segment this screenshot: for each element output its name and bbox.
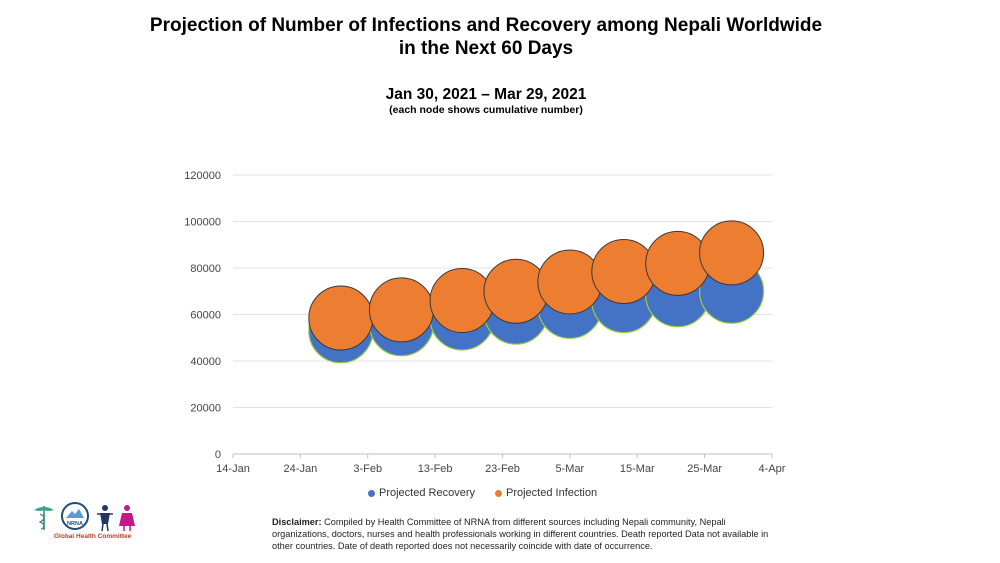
y-axis: 0 20000 40000 60000 80000 100000 120000 (184, 170, 221, 461)
x-tick-label: 25-Mar (687, 463, 722, 475)
disclaimer-label: Disclaimer: (272, 517, 322, 527)
x-tick-label: 4-Apr (759, 463, 786, 475)
x-tick-label: 5-Mar (556, 463, 585, 475)
x-axis: 14-Jan 24-Jan 3-Feb 13-Feb 23-Feb 5-Mar 15-Mar… (216, 454, 786, 475)
y-tick-label: 40000 (190, 356, 221, 368)
legend: Projected Recovery Projected Infection (368, 487, 597, 499)
chart-title-line1: Projection of Number of Infections and R… (149, 15, 823, 36)
date-range: Jan 30, 2021 – Mar 29, 2021 (385, 86, 587, 103)
nrna-logo: NRNA (61, 502, 89, 530)
bubbles (308, 220, 765, 364)
x-tick-label: 15-Mar (620, 463, 655, 475)
x-tick-label: 24-Jan (284, 463, 318, 475)
y-tick-label: 80000 (190, 263, 221, 275)
legend-item-infection: Projected Infection (495, 487, 597, 499)
caduceus-icon (34, 506, 54, 530)
legend-infection-marker (495, 489, 502, 497)
legend-recovery-marker (368, 489, 375, 497)
infection-bubble (645, 230, 711, 296)
y-tick-label: 120000 (184, 170, 221, 182)
x-tick-label: 14-Jan (216, 463, 250, 475)
infection-bubble (368, 277, 434, 343)
x-tick-label: 23-Feb (485, 463, 520, 475)
infection-bubble (591, 238, 657, 304)
legend-recovery-label: Projected Recovery (379, 487, 475, 499)
chart-note: (each node shows cumulative number) (389, 104, 583, 116)
infection-bubble (537, 249, 603, 315)
y-tick-label: 100000 (184, 217, 221, 229)
infection-bubble (483, 258, 549, 324)
nrna-logo-text: NRNA (67, 521, 83, 527)
x-tick-label: 13-Feb (418, 463, 453, 475)
bubble-chart: 0 20000 40000 60000 80000 100000 120000 14-Jan… (184, 170, 786, 475)
nurse-figure-icon (119, 505, 135, 531)
y-tick-label: 0 (215, 449, 221, 461)
legend-item-recovery: Projected Recovery (368, 487, 475, 499)
infection-bubble (308, 285, 374, 351)
chart-title: Projection of Number of Infections and R… (0, 14, 972, 60)
legend-infection-label: Projected Infection (506, 487, 598, 499)
chart-title-line2: in the Next 60 Days (398, 38, 574, 59)
disclaimer: Disclaimer: Compiled by Health Committee… (272, 516, 772, 552)
infection-bubble (429, 268, 495, 334)
logos: NRNA (34, 502, 135, 532)
infection-bubble (699, 220, 765, 286)
y-tick-label: 60000 (190, 310, 221, 322)
y-tick-label: 20000 (190, 403, 221, 415)
disclaimer-text: Compiled by Health Committee of NRNA fro… (272, 517, 769, 551)
x-tick-label: 3-Feb (353, 463, 382, 475)
logo-caption: Global Health Committee (54, 533, 132, 540)
doctor-figure-icon (97, 505, 113, 532)
